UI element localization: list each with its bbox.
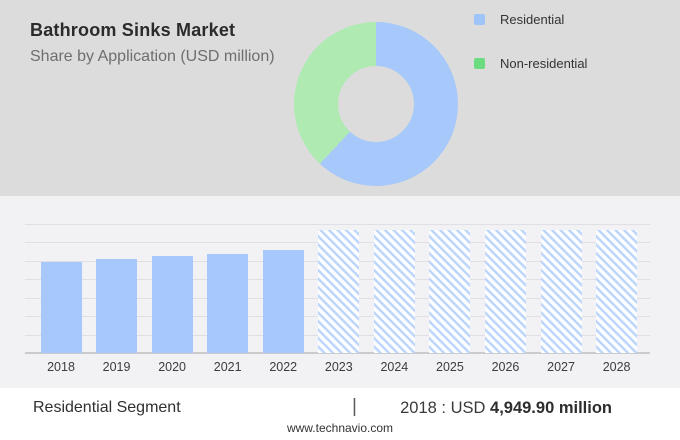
bar-2022 — [262, 249, 304, 353]
x-tick-label-2019: 2019 — [102, 360, 131, 374]
x-tick-label-2026: 2026 — [491, 360, 520, 374]
gridline — [25, 224, 650, 225]
bar-2018 — [40, 261, 82, 353]
x-tick-label-2027: 2027 — [547, 360, 575, 374]
legend-label-non-residential: Non-residential — [500, 55, 588, 71]
bar-chart: 2018 2019 2020 2021 2022 2023 2024 2025 2026 2027… — [25, 224, 650, 374]
x-tick-label-2022: 2022 — [269, 360, 298, 374]
bar-forecast-2028 — [596, 230, 638, 353]
bar-forecast-2026 — [484, 230, 526, 353]
bar-2020 — [151, 256, 193, 353]
x-tick-label-2021: 2021 — [213, 360, 242, 374]
x-tick-label-2025: 2025 — [436, 360, 464, 374]
stat-value: 4,949.90 million — [490, 399, 612, 417]
stat-line: 2018 : USD 4,949.90 million — [400, 399, 612, 418]
x-tick-label-2023: 2023 — [324, 360, 353, 374]
bar-forecast-2023 — [318, 230, 360, 353]
header-section: Bathroom Sinks Market Share by Applicati… — [0, 0, 680, 196]
footer-section: Residential Segment | 2018 : USD 4,949.9… — [0, 388, 680, 440]
bar-chart-section: 2018 2019 2020 2021 2022 2023 2024 2025 2026 2027… — [0, 196, 680, 388]
x-tick-label-2018: 2018 — [47, 360, 75, 374]
legend-item-residential: Residential — [474, 10, 587, 28]
stat-prefix: 2018 : USD — [400, 399, 486, 417]
x-tick-label-2024: 2024 — [380, 360, 409, 374]
bar-forecast-2025 — [429, 230, 471, 353]
bar-forecast-2024 — [373, 230, 415, 353]
bar-forecast-2027 — [540, 230, 582, 353]
legend-item-non-residential: Non-residential — [474, 54, 587, 72]
bar-2019 — [96, 258, 138, 353]
segment-label: Residential Segment — [33, 399, 181, 416]
donut-chart — [294, 22, 458, 186]
legend-swatch-non-residential — [474, 57, 485, 69]
x-axis-line — [25, 352, 650, 354]
donut-hole — [338, 66, 414, 142]
x-tick-label-2028: 2028 — [602, 360, 631, 374]
footer-divider: | — [352, 396, 357, 417]
bar-2021 — [207, 253, 249, 353]
website-link[interactable]: www.technavio.com — [286, 421, 394, 435]
x-tick-label-2020: 2020 — [158, 360, 187, 374]
page-subtitle: Share by Application (USD million) — [30, 48, 275, 65]
legend: Residential Non-residential — [474, 10, 587, 98]
legend-label-residential: Residential — [500, 11, 565, 27]
legend-swatch-residential — [474, 13, 485, 25]
page-title: Bathroom Sinks Market — [30, 20, 236, 40]
